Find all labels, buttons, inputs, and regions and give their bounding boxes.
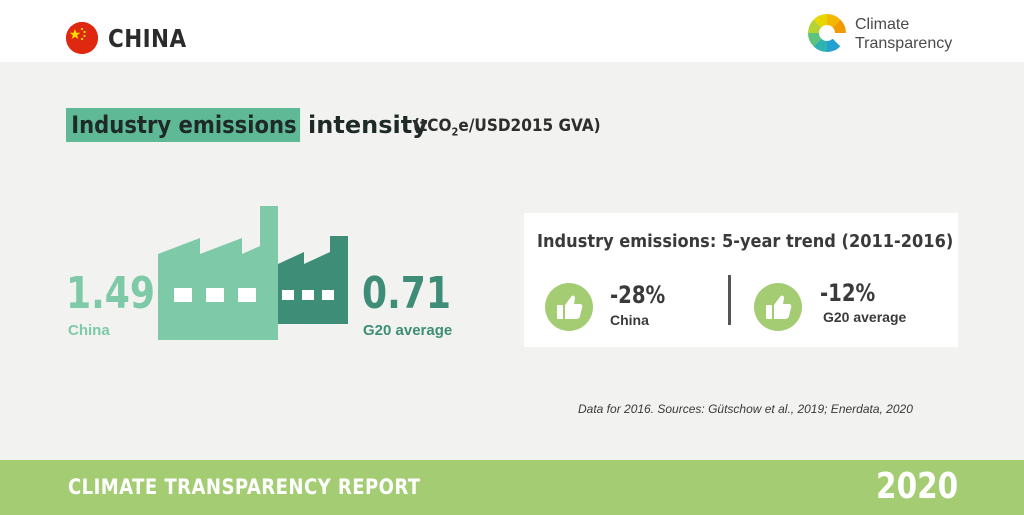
title-highlight: Industry emissions	[66, 108, 301, 142]
divider	[728, 275, 731, 325]
title-rest: intensity	[308, 111, 428, 139]
g20-value: 0.71	[362, 268, 452, 319]
unit-prefix: (tCO	[413, 116, 452, 136]
climate-transparency-logo-icon	[806, 12, 848, 54]
header: CHINA Climate Transparency	[0, 0, 1024, 62]
title-unit: (tCO2e/USD2015 GVA)	[413, 116, 601, 138]
footer-year: 2020	[875, 466, 958, 507]
footer: CLIMATE TRANSPARENCY REPORT 2020	[0, 460, 1024, 515]
china-trend-label: China	[610, 312, 649, 328]
unit-sub: 2	[451, 125, 459, 139]
trend-title: Industry emissions: 5-year trend (2011-2…	[537, 231, 954, 252]
g20-label: G20 average	[363, 322, 453, 339]
logo-line-1: Climate	[855, 16, 910, 33]
china-value: 1.49	[66, 268, 156, 319]
unit-suffix: e/USD2015 GVA)	[458, 116, 601, 136]
logo-text: Climate Transparency	[855, 15, 952, 53]
source-note: Data for 2016. Sources: Gütschow et al.,…	[578, 402, 913, 416]
footer-report-title: CLIMATE TRANSPARENCY REPORT	[68, 475, 421, 499]
china-label: China	[68, 322, 110, 339]
china-trend-value: -28%	[610, 281, 666, 309]
thumbs-up-icon	[545, 283, 593, 331]
logo-line-2: Transparency	[855, 35, 953, 52]
page-title: Industry emissions intensity	[66, 108, 428, 142]
trend-panel: Industry emissions: 5-year trend (2011-2…	[524, 213, 958, 347]
g20-trend-value: -12%	[820, 279, 876, 307]
country-name: CHINA	[108, 24, 187, 53]
china-flag-icon	[66, 22, 98, 54]
g20-trend-label: G20 average	[823, 309, 907, 325]
thumbs-up-icon	[754, 283, 802, 331]
factory-icon	[158, 206, 358, 340]
